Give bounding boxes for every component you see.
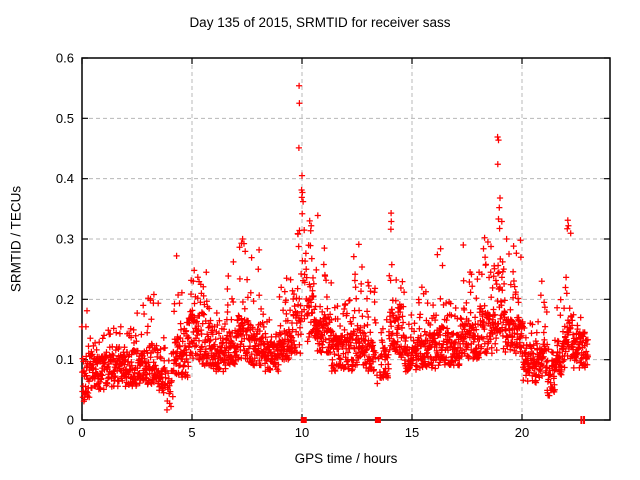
- x-tick-label: 15: [405, 425, 419, 440]
- y-tick-label: 0: [67, 413, 74, 428]
- chart-title: Day 135 of 2015, SRMTID for receiver sas…: [189, 15, 451, 30]
- y-tick-label: 0.1: [56, 352, 74, 367]
- gap-marker-dash: [580, 416, 583, 424]
- y-tick-label: 0.4: [56, 171, 74, 186]
- x-tick-label: 0: [78, 425, 85, 440]
- y-tick-label: 0.5: [56, 111, 74, 126]
- x-tick-label: 10: [295, 425, 309, 440]
- gap-marker-square: [374, 417, 381, 423]
- y-tick-label: 0.3: [56, 232, 74, 247]
- x-tick-label: 5: [188, 425, 195, 440]
- gap-marker-square: [300, 417, 307, 423]
- x-axis-title: GPS time / hours: [294, 451, 398, 466]
- gap-marker-dash: [583, 416, 586, 424]
- axis-ticks: [81, 57, 610, 421]
- data-points: [78, 82, 591, 413]
- x-tick-label: 20: [515, 425, 529, 440]
- y-tick-label: 0.6: [56, 51, 74, 66]
- y-tick-label: 0.2: [56, 292, 74, 307]
- grid-lines: [82, 58, 610, 420]
